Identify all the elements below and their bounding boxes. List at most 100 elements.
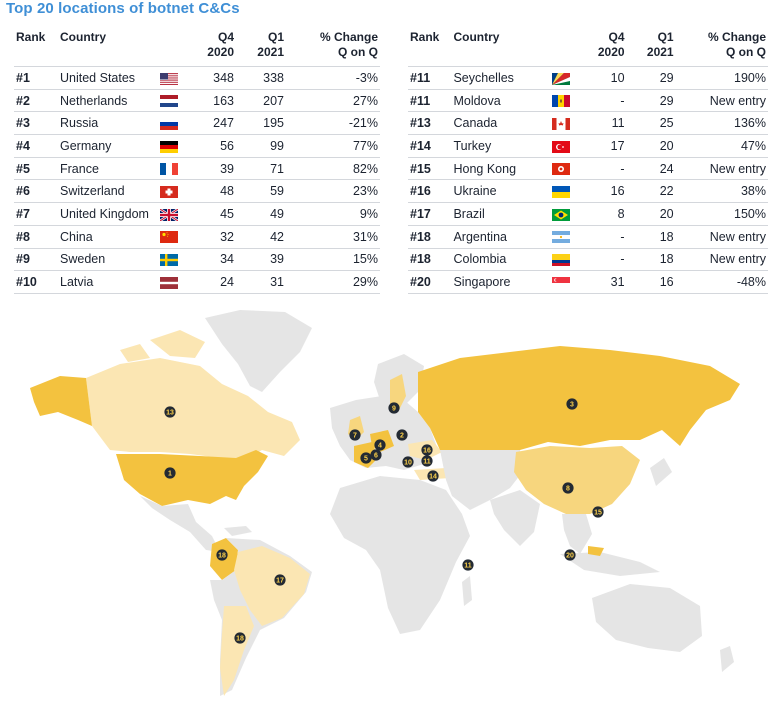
map-marker-dot <box>402 456 414 468</box>
map-marker-label: 7 <box>353 433 357 440</box>
change-header-line1: % Change <box>319 30 378 44</box>
rank-cell: #10 <box>14 270 58 294</box>
q1-cell: 71 <box>236 156 286 180</box>
flag-sc-icon <box>551 72 570 85</box>
map-marker-label: 1 <box>168 471 172 478</box>
map-marker: 18 <box>234 632 246 644</box>
country-header: Country <box>60 30 106 44</box>
flag-md-icon <box>551 95 570 108</box>
map-marker-dot <box>216 549 228 561</box>
rank-cell: #4 <box>14 134 58 158</box>
q4-cell: 17 <box>579 134 627 158</box>
table-row: #4 Germany 56 99 77% <box>14 134 380 158</box>
q4-header: Q4 2020 <box>579 30 626 67</box>
q1-cell: 59 <box>236 179 286 203</box>
land-africa <box>330 476 470 634</box>
flag-cell <box>158 224 188 248</box>
map-marker: 18 <box>216 549 228 561</box>
change-header-line1: % Change <box>707 30 766 44</box>
map-marker-label: 4 <box>378 443 382 450</box>
flag-cell <box>549 156 580 180</box>
change-cell: 15% <box>286 247 380 271</box>
map-marker: 11 <box>421 455 433 467</box>
rank-cell: #15 <box>408 156 452 180</box>
map-marker: 6 <box>370 449 382 461</box>
country-cell: Argentina <box>451 224 550 248</box>
country-cell: Netherlands <box>58 88 158 112</box>
flag-cell <box>158 88 188 112</box>
land-greenland <box>205 310 312 392</box>
land-indochina <box>562 514 592 554</box>
table-row: #6 Switzerland 48 59 23% <box>14 179 380 203</box>
q4-cell: 247 <box>188 111 236 135</box>
map-marker: 3 <box>566 398 578 410</box>
country-cell: Sweden <box>58 247 158 271</box>
q1-cell: 42 <box>236 224 286 248</box>
flag-header <box>550 30 580 67</box>
table-row: #20 Singapore 31 16 -48% <box>408 270 768 294</box>
map-marker-label: 18 <box>236 636 244 643</box>
map-marker-label: 14 <box>429 474 437 481</box>
land-group <box>30 310 740 696</box>
q1-cell: 39 <box>236 247 286 271</box>
country-cell: Canada <box>451 111 550 135</box>
change-cell: 38% <box>675 179 768 203</box>
map-marker-label: 15 <box>594 510 602 517</box>
map-marker: 7 <box>349 429 361 441</box>
flag-us-icon <box>160 72 178 85</box>
q1-cell: 18 <box>626 247 676 271</box>
map-marker-label: 16 <box>423 448 431 455</box>
q1-cell: 29 <box>626 66 676 90</box>
map-marker: 16 <box>421 444 433 456</box>
rank-cell: #3 <box>14 111 58 135</box>
table-row: #17 Brazil 8 20 150% <box>408 202 768 226</box>
flag-cell <box>549 270 580 294</box>
flag-cell <box>549 202 580 226</box>
q4-header-line1: Q4 <box>217 30 234 44</box>
flag-cell <box>158 134 188 158</box>
rank-header: Rank <box>410 30 440 44</box>
table-row: #18 Colombia -18 New entry <box>408 247 768 271</box>
country-cell: United States <box>58 66 158 90</box>
map-marker-label: 8 <box>566 486 570 493</box>
q4-cell: 11 <box>579 111 627 135</box>
table-row: #14 Turkey 17 20 47% <box>408 134 768 158</box>
land-new-zealand <box>720 646 734 672</box>
q4-header: Q4 2020 <box>188 30 236 67</box>
q4-cell: 8 <box>579 202 627 226</box>
flag-cell <box>549 66 580 90</box>
country-cell: Ukraine <box>451 179 550 203</box>
map-marker-dot <box>427 470 439 482</box>
q4-cell: 163 <box>188 88 236 112</box>
map-marker-dot <box>566 398 578 410</box>
flag-hk-icon <box>551 163 570 176</box>
country-cell: Colombia <box>451 247 550 271</box>
q4-cell: 16 <box>579 179 627 203</box>
country-cell: Moldova <box>451 88 550 112</box>
q4-header-line1: Q4 <box>608 30 625 44</box>
flag-ru-icon <box>160 117 178 130</box>
land-australia <box>592 584 702 652</box>
map-marker-label: 18 <box>218 553 226 560</box>
land-indonesia <box>560 552 660 576</box>
q4-cell: - <box>579 247 627 271</box>
table-row: #11 Moldova -29 New entry <box>408 88 768 112</box>
map-marker: 2 <box>396 429 408 441</box>
map-marker-dot <box>164 406 176 418</box>
country-cell: Singapore <box>451 270 550 294</box>
q1-cell: 20 <box>626 202 676 226</box>
chart-title: Top 20 locations of botnet C&Cs <box>6 0 240 17</box>
country-header: Country <box>453 30 500 44</box>
change-cell: 27% <box>286 88 380 112</box>
map-marker: 5 <box>360 452 372 464</box>
land-brazil <box>234 546 310 626</box>
land-arctic-islands <box>120 330 205 362</box>
flag-cell <box>158 247 188 271</box>
land-usa <box>116 450 268 506</box>
change-cell: -3% <box>286 66 380 90</box>
rank-cell: #20 <box>408 270 452 294</box>
change-cell: New entry <box>675 88 768 112</box>
q4-cell: 24 <box>188 270 236 294</box>
q4-cell: 34 <box>188 247 236 271</box>
map-marker-label: 10 <box>404 460 412 467</box>
